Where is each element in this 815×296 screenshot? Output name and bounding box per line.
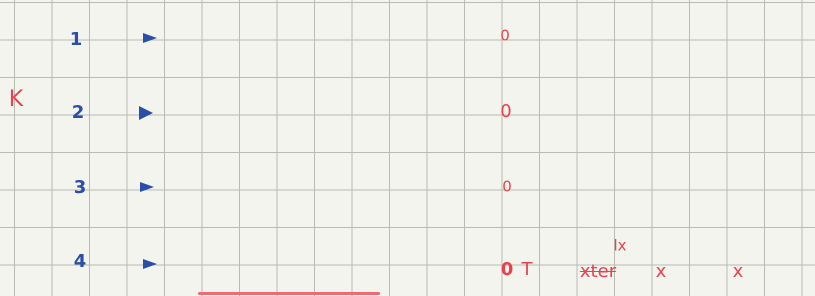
note: T (522, 261, 533, 279)
row-number: 3 (74, 179, 87, 197)
row-number: 1 (70, 31, 83, 49)
arrow (139, 106, 153, 120)
arrow (143, 259, 157, 269)
row-mark: 0 (500, 103, 511, 121)
row-mark: 0 (500, 29, 510, 44)
note: x (733, 263, 744, 281)
note: x (656, 263, 667, 281)
row-mark: 0 (502, 180, 512, 195)
row-number: 4 (74, 253, 87, 271)
note: lx (613, 239, 626, 254)
graph-paper: K 1 2 3 4 0 0 0 0 T xter x x lx (0, 0, 815, 296)
arrow (140, 182, 154, 192)
row-number: 2 (72, 104, 85, 122)
note: xter (580, 263, 616, 281)
arrow (143, 33, 157, 43)
underline (198, 292, 380, 295)
side-label: K (9, 89, 23, 111)
row-mark: 0 (501, 261, 514, 279)
